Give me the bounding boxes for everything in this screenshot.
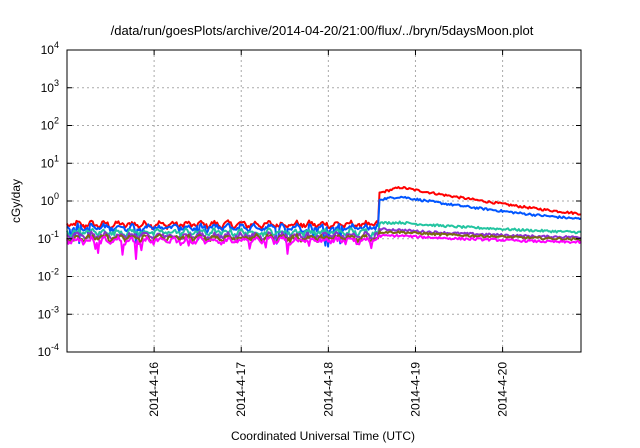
y-tick-label: 101: [41, 153, 59, 170]
y-tick-label: 103: [41, 78, 59, 95]
x-tick-label: 2014-4-19: [408, 362, 422, 417]
series-line: [66, 195, 582, 248]
series-line: [66, 233, 582, 260]
y-tick-label: 104: [41, 40, 59, 57]
x-tick-label: 2014-4-16: [147, 362, 161, 417]
x-tick-label: 2014-4-17: [234, 362, 248, 417]
y-axis: 10-4 10-3 10-2 10-1 100 101 102 103 104: [38, 40, 581, 359]
x-axis: 2014-4-16 2014-4-17 2014-4-18 2014-4-19 2014…: [147, 50, 510, 417]
chart-title: /data/run/goesPlots/archive/2014-04-20/2…: [111, 23, 534, 38]
series-line: [66, 227, 582, 242]
y-axis-label: cGy/day: [9, 179, 23, 223]
y-tick-label: 10-3: [38, 304, 59, 321]
y-tick-label: 10-4: [38, 342, 59, 359]
grid: [67, 50, 581, 352]
x-axis-label: Coordinated Universal Time (UTC): [231, 429, 415, 443]
x-tick-label: 2014-4-18: [321, 362, 335, 417]
y-tick-label: 10-2: [38, 267, 59, 284]
series-line: [66, 186, 582, 231]
series-group: [66, 186, 582, 260]
y-tick-label: 102: [41, 116, 59, 133]
y-tick-label: 100: [41, 191, 59, 208]
y-tick-label: 10-1: [38, 229, 59, 246]
x-tick-label: 2014-4-20: [496, 362, 510, 417]
